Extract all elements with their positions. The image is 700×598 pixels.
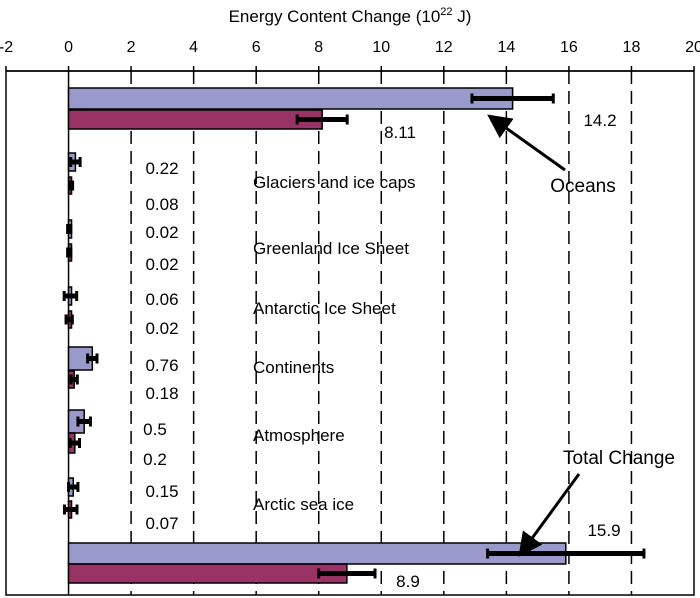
x-tick-label: 2	[127, 39, 136, 56]
category-label: Arctic sea ice	[253, 495, 354, 514]
chart-title-unit: J)	[453, 7, 472, 26]
x-tick-label: 18	[623, 39, 641, 56]
data-label: 15.9	[587, 521, 620, 540]
chart-title-exponent: 22	[440, 6, 452, 18]
plot-frame	[5, 70, 695, 596]
data-label: 0.06	[145, 290, 178, 309]
category-label: Atmosphere	[253, 426, 345, 445]
x-tick-label: 20	[685, 39, 700, 56]
bar	[67, 87, 514, 110]
annotations: Oceans Total Change	[487, 114, 675, 557]
x-tick-label: 16	[560, 39, 578, 56]
x-tick-label: 12	[435, 39, 453, 56]
chart-title: Energy Content Change (1022 J)	[229, 6, 472, 26]
data-label: 8.11	[384, 123, 416, 142]
data-label: 0.22	[145, 159, 178, 178]
data-label: 8.9	[396, 572, 420, 591]
x-tick-label: 8	[314, 39, 323, 56]
data-label: 0.76	[145, 356, 178, 375]
category-labels: Glaciers and ice caps Greenland Ice Sheet…	[253, 173, 416, 514]
oceans-annotation: Oceans	[550, 176, 615, 197]
x-tick-label: -2	[0, 39, 13, 56]
x-tick-label: 6	[252, 39, 261, 56]
category-label: Greenland Ice Sheet	[253, 239, 409, 258]
data-label: 14.2	[583, 111, 616, 130]
data-label: 0.2	[143, 450, 167, 469]
x-tick-label: 10	[372, 39, 390, 56]
category-label: Continents	[253, 358, 334, 377]
data-label: 0.02	[145, 319, 178, 338]
bar	[67, 109, 323, 130]
category-label: Glaciers and ice caps	[253, 173, 416, 192]
oceans-arrow	[487, 114, 566, 172]
x-tick-label: 0	[64, 39, 73, 56]
data-label: 0.02	[145, 223, 178, 242]
category-label: Antarctic Ice Sheet	[253, 299, 396, 318]
data-label: 0.08	[145, 195, 178, 214]
total-change-annotation: Total Change	[563, 448, 675, 469]
x-tick-labels: -2 0 2 4 6 8 10 12 14 16 18 20	[0, 39, 700, 56]
x-tick-label: 14	[497, 39, 515, 56]
bar	[67, 563, 348, 584]
error-bars	[62, 93, 646, 579]
x-tick-label: 4	[189, 39, 198, 56]
grid-lines	[5, 66, 695, 595]
total-change-arrow	[518, 473, 581, 557]
data-label: 0.5	[143, 420, 167, 439]
data-label: 0.07	[145, 514, 178, 533]
data-labels: 14.2 0.22 0.02 0.06 0.76 0.5 0.15 15.9 8.11 0.08 0…	[143, 111, 620, 591]
data-label: 0.02	[145, 255, 178, 274]
data-label: 0.18	[145, 384, 178, 403]
data-label: 0.15	[145, 482, 178, 501]
chart-title-main: Energy Content Change (10	[229, 7, 441, 26]
